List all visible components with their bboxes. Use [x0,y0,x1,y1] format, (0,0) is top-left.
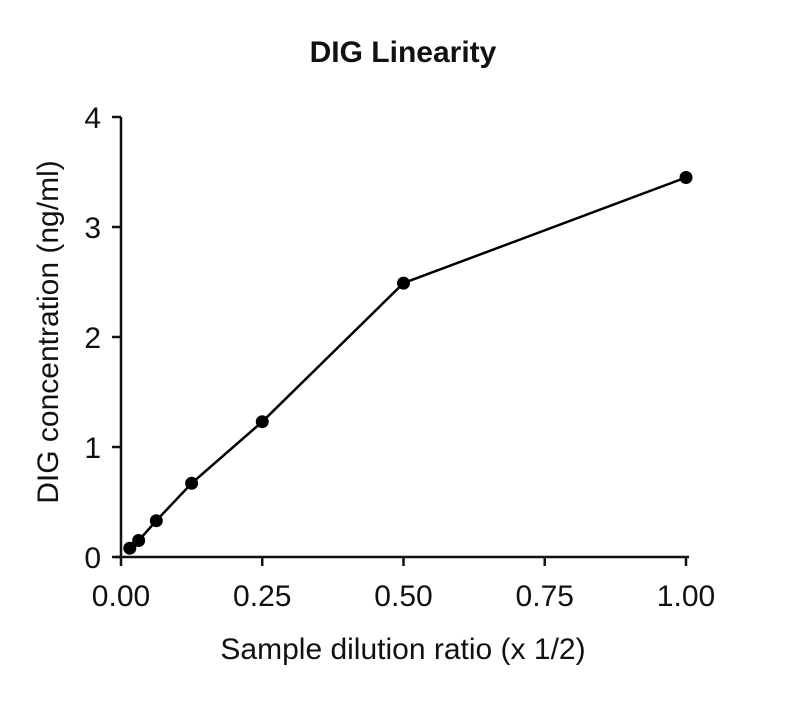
x-tick-label: 1.00 [657,580,715,613]
data-point [679,171,693,184]
x-axis-label: Sample dilution ratio (x 1/2) [220,633,585,666]
chart-title: DIG Linearity [310,36,497,69]
data-series [123,171,693,555]
x-tick-label: 0.75 [516,580,574,613]
series-line [128,176,687,550]
data-point [397,276,410,290]
data-point [132,534,146,547]
y-tick-label: 3 [84,212,101,245]
axis-ticks [112,115,688,566]
data-point [185,476,199,490]
y-tick-label: 2 [84,322,101,355]
x-tick-label: 0.50 [374,580,432,613]
data-point [123,541,137,555]
data-point [255,415,269,429]
x-tick-label: 0.25 [233,580,291,613]
tick-labels: 0 1 2 3 4 0.00 0.25 0.50 0.75 1.00 [84,102,715,613]
data-point [149,514,163,528]
y-axis-label: DIG concentration (ng/ml) [32,160,65,503]
y-tick-label: 4 [84,102,101,135]
y-tick-label: 1 [84,432,101,465]
axes [115,117,689,559]
x-tick-label: 0.00 [92,580,150,613]
y-tick-label: 0 [84,542,101,575]
